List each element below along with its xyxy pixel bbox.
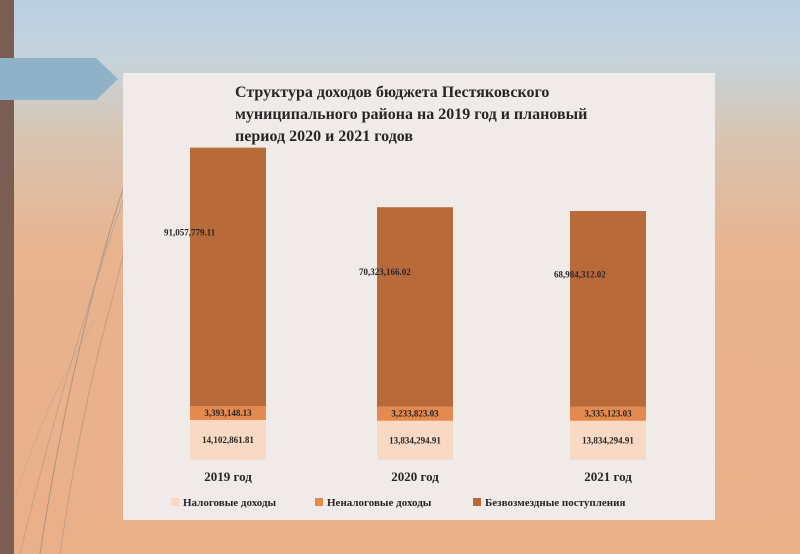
data-label-2-cat-2: 3,233,823.03 bbox=[391, 409, 439, 419]
category-label-1: 2019 год bbox=[204, 469, 252, 484]
data-label-2-cat-1: 3,393,148.13 bbox=[204, 408, 252, 418]
data-label-1-cat-1: 14,102,861.81 bbox=[202, 435, 254, 445]
bar-segment-3-cat-3 bbox=[570, 211, 646, 407]
chart-title-line-3: период 2020 и 2021 годов bbox=[235, 128, 413, 145]
bar-segment-3-cat-2 bbox=[377, 207, 453, 407]
bar-segment-1-cat-2 bbox=[377, 420, 453, 460]
data-labels-group: 14,102,861.81 3,393,148.13 91,057,779.11 13… bbox=[164, 227, 634, 445]
ribbon-arrow-shape bbox=[0, 58, 118, 100]
data-label-1-cat-2: 13,834,294.91 bbox=[389, 435, 441, 445]
bar-segment-3-cat-1 bbox=[190, 147, 266, 406]
legend-swatch-3 bbox=[473, 498, 481, 506]
legend-label-3: Безвозмездные поступления bbox=[485, 497, 625, 509]
legend-label-1: Налоговые доходы bbox=[183, 497, 277, 509]
bars-group bbox=[190, 147, 646, 460]
data-label-3-cat-3: 68,984,312.02 bbox=[554, 270, 606, 280]
category-label-2: 2020 год bbox=[391, 469, 439, 484]
legend: Налоговые доходы Неналоговые доходы Безвоз… bbox=[171, 497, 625, 509]
category-labels-group: 2019 год 2020 год 2021 год bbox=[204, 469, 632, 484]
bar-segment-2-cat-1 bbox=[190, 405, 266, 420]
data-label-1-cat-3: 13,834,294.91 bbox=[582, 435, 634, 445]
stacked-bar-chart: Структура доходов бюджета Пестяковского … bbox=[164, 84, 646, 509]
chart-panel: Структура доходов бюджета Пестяковского … bbox=[123, 73, 715, 520]
chart-title-line-1: Структура доходов бюджета Пестяковского bbox=[235, 84, 549, 101]
chart-title: Структура доходов бюджета Пестяковского … bbox=[235, 84, 587, 145]
data-label-3-cat-1: 91,057,779.11 bbox=[164, 227, 216, 237]
legend-label-2: Неналоговые доходы bbox=[327, 497, 432, 509]
bar-segment-2-cat-2 bbox=[377, 406, 453, 421]
legend-swatch-1 bbox=[171, 498, 179, 506]
category-label-3: 2021 год bbox=[584, 469, 632, 484]
bar-segment-2-cat-3 bbox=[570, 406, 646, 421]
data-label-3-cat-2: 70,323,166.02 bbox=[359, 267, 411, 277]
left-accent-bar bbox=[0, 0, 14, 554]
bar-segment-1-cat-3 bbox=[570, 420, 646, 460]
legend-swatch-2 bbox=[315, 498, 323, 506]
data-label-2-cat-3: 3,335,123.03 bbox=[584, 409, 632, 419]
bar-segment-1-cat-1 bbox=[190, 419, 266, 460]
chart-title-line-2: муниципального района на 2019 год и план… bbox=[235, 106, 587, 123]
